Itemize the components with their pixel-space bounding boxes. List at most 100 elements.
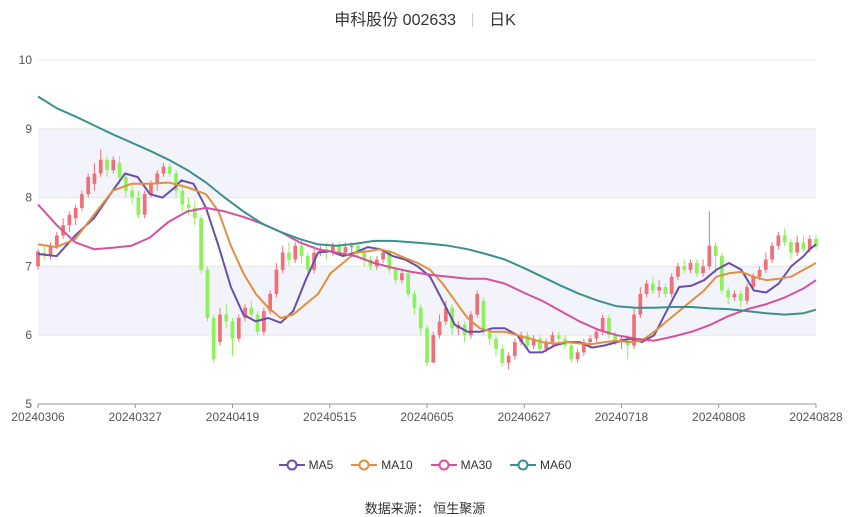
candle-body: [600, 318, 605, 332]
y-tick-label: 8: [25, 191, 32, 205]
y-tick-label: 10: [19, 53, 33, 67]
candle-body: [287, 252, 291, 260]
candle-body: [406, 273, 411, 294]
candle-body: [236, 318, 241, 339]
candle-body: [199, 218, 203, 270]
x-tick-label: 20240808: [692, 410, 746, 424]
candle-body: [701, 266, 705, 274]
candle-body: [475, 293, 480, 315]
candle-body: [688, 262, 693, 270]
candle-body: [469, 314, 473, 336]
candle-body: [669, 276, 674, 294]
candle-body: [337, 245, 342, 253]
candle-body: [594, 331, 599, 339]
candle-body: [525, 335, 530, 346]
candle-body: [255, 314, 260, 332]
legend-label: MA5: [308, 458, 334, 472]
candle-body: [268, 293, 273, 312]
candle-body: [224, 314, 229, 322]
candle-body: [393, 269, 398, 281]
legend-item-ma10[interactable]: MA10: [351, 458, 413, 472]
candle-body: [349, 245, 354, 248]
ma-line-ma30: [37, 203, 817, 342]
legend-label: MA10: [381, 458, 413, 472]
candle-body: [795, 242, 800, 253]
y-tick-label: 9: [25, 122, 32, 136]
x-tick-label: 20240828: [789, 410, 843, 424]
candle-body: [73, 207, 78, 219]
candle-body: [249, 307, 254, 315]
ma-line-ma10: [37, 181, 817, 346]
candle-body: [512, 342, 517, 356]
candle-body: [418, 307, 423, 329]
candle-body: [42, 252, 47, 255]
candle-body: [720, 256, 724, 291]
x-tick-label: 20240306: [11, 410, 65, 424]
candle-body: [726, 290, 731, 298]
candle-body: [763, 259, 768, 270]
candle-body: [745, 287, 749, 301]
candle-body: [676, 266, 680, 277]
data-source: 数据来源： 恒生聚源: [364, 501, 486, 516]
candle-body: [136, 197, 141, 215]
candle-body: [663, 287, 668, 294]
candle-body: [305, 256, 310, 270]
candle-body: [500, 348, 505, 363]
candle-body: [443, 307, 448, 322]
legend-label: MA30: [460, 458, 493, 472]
legend-item-ma60[interactable]: MA60: [510, 458, 571, 472]
x-tick-label: 20240515: [303, 410, 357, 424]
plot-band: [38, 266, 816, 336]
candle-body: [425, 328, 429, 363]
plot-band: [38, 128, 816, 198]
candle-body: [180, 190, 185, 205]
candle-body: [682, 266, 687, 270]
candle-body: [751, 276, 756, 288]
y-tick-label: 5: [25, 397, 32, 411]
candle-body: [807, 238, 812, 250]
legend-item-ma5[interactable]: MA5: [278, 458, 334, 472]
candle-body: [757, 269, 762, 277]
candle-body: [556, 335, 561, 339]
candle-body: [111, 159, 116, 171]
candle-body: [569, 345, 574, 360]
candle-body: [613, 335, 618, 343]
candle-body: [782, 235, 787, 243]
candle-body: [186, 204, 191, 208]
candle-body: [48, 245, 53, 257]
candle-body: [644, 283, 649, 294]
candle-body: [331, 245, 335, 253]
candle-body: [98, 159, 103, 174]
ma-line-ma60: [37, 95, 817, 316]
candle-body: [299, 245, 304, 257]
period-label: 日K: [489, 12, 516, 29]
candle-body: [117, 163, 122, 177]
candle-body: [400, 273, 404, 281]
legend-item-ma30[interactable]: MA30: [430, 458, 493, 472]
candle-body: [155, 173, 160, 184]
candle-body: [707, 245, 712, 267]
candle-body: [318, 249, 323, 253]
x-tick-label: 20240718: [595, 410, 649, 424]
x-tick-label: 20240627: [498, 410, 552, 424]
candle-body: [550, 335, 555, 343]
candle-body: [738, 293, 743, 301]
x-tick-label: 20240419: [206, 410, 260, 424]
candle-body: [713, 245, 718, 257]
y-tick-label: 6: [25, 328, 32, 342]
legend-marker-icon: [278, 459, 305, 471]
candle-body: [387, 252, 392, 270]
candle-body: [105, 159, 109, 171]
x-tick-label: 20240605: [400, 410, 454, 424]
candle-body: [230, 321, 235, 339]
candle-body: [437, 321, 442, 336]
candle-body: [174, 173, 178, 191]
stock-name: 申科股份 002633: [334, 12, 457, 29]
candle-body: [211, 318, 216, 360]
candle-body: [581, 342, 586, 353]
candle-body: [192, 207, 197, 219]
candle-body: [531, 338, 536, 346]
candle-body: [607, 318, 611, 336]
candle-body: [638, 293, 643, 315]
